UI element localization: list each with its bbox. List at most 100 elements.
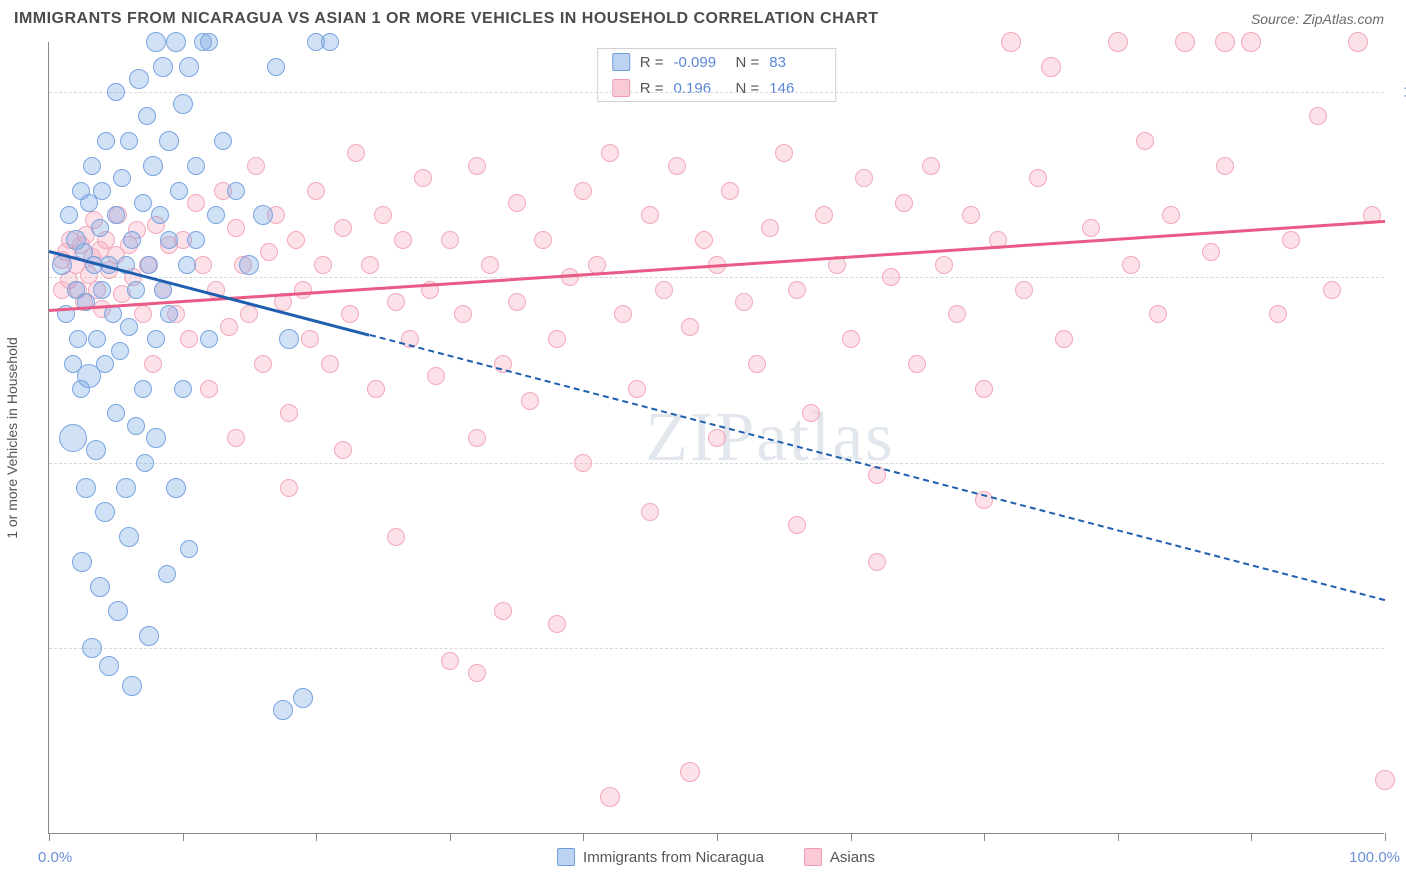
data-point-blue <box>179 57 199 77</box>
data-point-pink <box>374 206 392 224</box>
gridline <box>49 92 1384 93</box>
data-point-pink <box>260 243 278 261</box>
data-point-pink <box>220 318 238 336</box>
data-point-blue <box>166 32 186 52</box>
data-point-blue <box>160 305 178 323</box>
data-point-blue <box>129 69 149 89</box>
data-point-pink <box>441 652 459 670</box>
data-point-blue <box>138 107 156 125</box>
data-point-blue <box>143 156 163 176</box>
data-point-pink <box>294 281 312 299</box>
scatter-plot: ZIPatlas R =-0.099N =83R =0.196N =146 10… <box>48 42 1384 834</box>
data-point-blue <box>158 565 176 583</box>
x-tick <box>49 833 50 841</box>
data-point-blue <box>120 318 138 336</box>
data-point-pink <box>895 194 913 212</box>
data-point-blue <box>321 33 339 51</box>
data-point-blue <box>273 700 293 720</box>
data-point-pink <box>548 330 566 348</box>
pink-swatch-icon <box>804 848 822 866</box>
data-point-pink <box>321 355 339 373</box>
data-point-pink <box>367 380 385 398</box>
blue-swatch-icon <box>557 848 575 866</box>
data-point-pink <box>1216 157 1234 175</box>
x-tick <box>851 833 852 841</box>
data-point-blue <box>72 552 92 572</box>
data-point-pink <box>314 256 332 274</box>
data-point-blue <box>90 577 110 597</box>
data-point-blue <box>279 329 299 349</box>
data-point-blue <box>96 355 114 373</box>
data-point-blue <box>139 626 159 646</box>
data-point-pink <box>1108 32 1128 52</box>
legend-n-value: 83 <box>769 54 821 71</box>
data-point-blue <box>140 256 158 274</box>
data-point-pink <box>1241 32 1261 52</box>
legend-n-label: N = <box>736 54 760 71</box>
data-point-blue <box>69 330 87 348</box>
legend-item-label: Asians <box>830 849 875 866</box>
data-point-blue <box>91 219 109 237</box>
data-point-pink <box>387 293 405 311</box>
data-point-blue <box>200 330 218 348</box>
data-point-pink <box>600 787 620 807</box>
legend-n-value: 146 <box>769 80 821 97</box>
data-point-pink <box>1375 770 1395 790</box>
data-point-blue <box>108 601 128 621</box>
data-point-pink <box>775 144 793 162</box>
data-point-pink <box>508 293 526 311</box>
data-point-pink <box>1136 132 1154 150</box>
data-point-pink <box>655 281 673 299</box>
data-point-pink <box>1215 32 1235 52</box>
data-point-pink <box>180 330 198 348</box>
data-point-pink <box>975 380 993 398</box>
data-point-blue <box>76 478 96 498</box>
data-point-pink <box>454 305 472 323</box>
pink-swatch-icon <box>612 79 630 97</box>
data-point-pink <box>227 429 245 447</box>
data-point-blue <box>97 132 115 150</box>
data-point-pink <box>761 219 779 237</box>
legend-r-value: 0.196 <box>674 80 726 97</box>
data-point-pink <box>1323 281 1341 299</box>
data-point-pink <box>280 404 298 422</box>
data-point-pink <box>200 380 218 398</box>
data-point-pink <box>1202 243 1220 261</box>
data-point-pink <box>868 553 886 571</box>
data-point-blue <box>267 58 285 76</box>
data-point-blue <box>173 94 193 114</box>
data-point-blue <box>214 132 232 150</box>
data-point-blue <box>207 206 225 224</box>
legend-item-label: Immigrants from Nicaragua <box>583 849 764 866</box>
data-point-pink <box>548 615 566 633</box>
data-point-blue <box>253 205 273 225</box>
data-point-blue <box>178 256 196 274</box>
data-point-blue <box>60 206 78 224</box>
data-point-pink <box>935 256 953 274</box>
gridline <box>49 648 1384 649</box>
data-point-blue <box>113 169 131 187</box>
data-point-pink <box>468 157 486 175</box>
data-point-pink <box>601 144 619 162</box>
data-point-blue <box>293 688 313 708</box>
data-point-pink <box>681 318 699 336</box>
x-axis-max-label: 100.0% <box>1349 849 1400 866</box>
data-point-blue <box>187 231 205 249</box>
legend-r-label: R = <box>640 80 664 97</box>
data-point-blue <box>59 424 87 452</box>
data-point-pink <box>194 256 212 274</box>
x-tick <box>583 833 584 841</box>
data-point-pink <box>521 392 539 410</box>
data-point-blue <box>88 330 106 348</box>
data-point-pink <box>287 231 305 249</box>
y-axis-title: 1 or more Vehicles in Household <box>4 337 20 539</box>
data-point-pink <box>414 169 432 187</box>
data-point-blue <box>127 417 145 435</box>
data-point-pink <box>254 355 272 373</box>
blue-swatch-icon <box>612 53 630 71</box>
data-point-pink <box>708 429 726 447</box>
data-point-blue <box>170 182 188 200</box>
data-point-blue <box>147 330 165 348</box>
data-point-pink <box>301 330 319 348</box>
data-point-pink <box>788 516 806 534</box>
